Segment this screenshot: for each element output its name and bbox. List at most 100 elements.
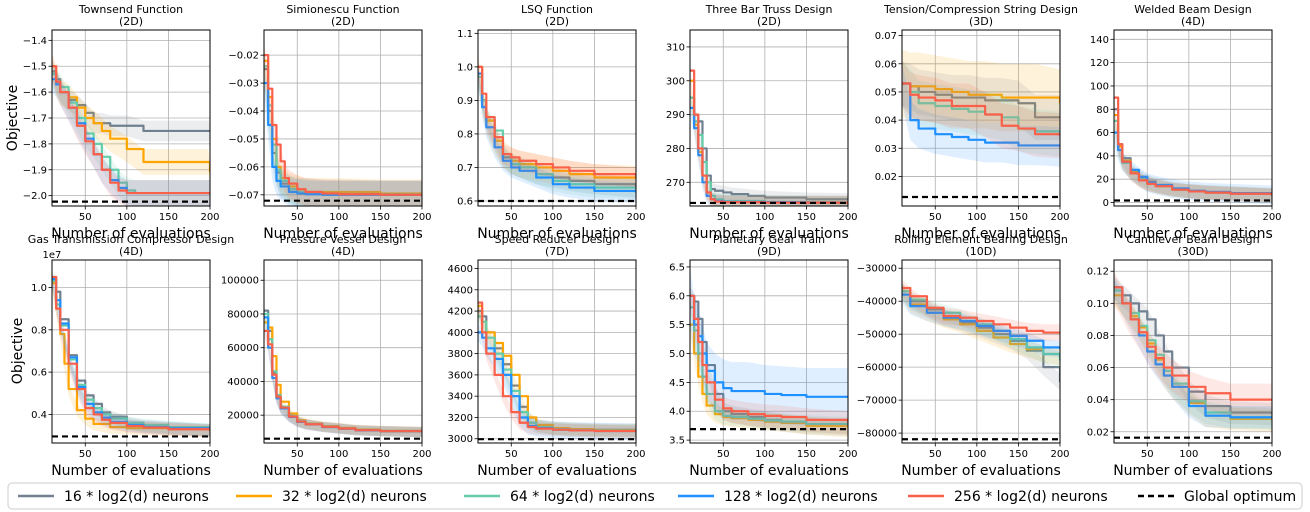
subplot-title: Pressure Vessel Design (280, 233, 407, 246)
band-s256 (902, 279, 1060, 341)
subplot-title: Simionescu Function (286, 3, 399, 16)
y-tick-label: 80 (1096, 105, 1109, 116)
x-tick-label: 50 (505, 449, 518, 460)
series-line-s256 (902, 286, 1060, 334)
x-axis-label: Number of evaluations (689, 463, 849, 479)
y-tick-label: −0.03 (228, 79, 259, 90)
subplot-4: 50 100 150 200 270 280 290 300 310 Three Bar Trus… (666, 3, 858, 242)
y-tick-label: 0.4 (31, 410, 47, 421)
y-tick-label: 60 (1096, 128, 1109, 139)
series-line-s256 (1114, 286, 1272, 401)
axes-frame (263, 259, 423, 444)
y-tick-label: 0.06 (875, 59, 897, 70)
x-tick-label: 100 (329, 212, 348, 223)
series-line-s64 (52, 72, 210, 195)
subplot-8: 50 100 150 200 20000 40000 60000 80000 100000 Pre… (221, 233, 432, 479)
y-tick-label: −0.04 (228, 107, 259, 118)
x-tick-label: 100 (329, 449, 348, 460)
band-s16 (264, 55, 422, 206)
band-s16 (52, 61, 210, 142)
subplot-subtitle: (2D) (757, 15, 781, 28)
band-s128 (902, 63, 1060, 167)
series-line-s256 (264, 54, 422, 196)
band-s64 (1114, 113, 1272, 203)
axes-frame (1113, 259, 1273, 444)
y-tick-label: 0.04 (875, 116, 897, 127)
y-tick-label: 80000 (227, 309, 259, 320)
subplot-5: 50 100 150 200 0.02 0.03 0.04 0.05 0.06 0.07 Tensi… (875, 3, 1078, 242)
series-line-s256 (690, 294, 848, 423)
legend-label-s128: 128 * log2(d) neurons (724, 489, 878, 505)
plot-area (478, 296, 636, 441)
y-tick-label: 0 (1103, 198, 1109, 209)
x-tick-label: 150 (797, 449, 816, 460)
y-tick-label: 1.0 (457, 62, 473, 73)
y-tick-label: −1.6 (23, 88, 47, 99)
subplot-title: Planetary Gear Train (713, 233, 825, 246)
y-tick-label: 0.02 (875, 172, 897, 183)
subplot-6: 50 100 150 200 0 20 40 60 80 100 120 140 Welded Beam… (1090, 3, 1282, 242)
band-s64 (52, 61, 210, 206)
y-tick-label: 0.6 (31, 368, 47, 379)
x-tick-label: 200 (412, 212, 431, 223)
y-tick-label: 100000 (221, 276, 259, 287)
y-tick-label: 3000 (448, 434, 473, 445)
series-line-s256 (264, 329, 422, 433)
band-s128 (690, 266, 848, 426)
y-tick-label: 4600 (448, 264, 473, 275)
band-s16 (690, 287, 848, 437)
x-axis-label: Number of evaluations (51, 226, 211, 242)
y-tick-label: −40000 (857, 297, 897, 308)
x-tick-label: 100 (117, 449, 136, 460)
band-s16 (902, 60, 1060, 140)
axes-frame (901, 29, 1061, 207)
y-tick-label: −0.02 (228, 51, 259, 62)
subplot-2: 50 100 150 200 −0.07 −0.06 −0.05 −0.04 −0.03 −0.0… (228, 3, 431, 242)
band-s64 (478, 310, 636, 438)
y-tick-label: 300 (666, 76, 685, 87)
y-tick-label: 120 (1090, 58, 1109, 69)
plot-area (902, 49, 1060, 199)
y-tick-label: 0.10 (1087, 299, 1109, 310)
x-tick-label: 100 (967, 449, 986, 460)
y-tick-label: 310 (666, 42, 685, 53)
x-tick-label: 50 (929, 449, 942, 460)
y-tick-label: 3.5 (669, 436, 685, 447)
subplot-title: Townsend Function (78, 3, 183, 16)
subplot-title: Rolling Element Bearing Design (894, 233, 1068, 246)
y-tick-label: −1.9 (23, 165, 47, 176)
series-line-s128 (902, 82, 1060, 147)
y-offset-label: 1e7 (43, 250, 62, 261)
y-tick-label: −70000 (857, 396, 897, 407)
x-tick-label: 50 (717, 449, 730, 460)
plot-area (52, 270, 210, 438)
plot-area (690, 266, 848, 438)
y-tick-label: 0.08 (1087, 331, 1109, 342)
band-s128 (478, 323, 636, 441)
axes-frame (477, 29, 637, 207)
series-line-s16 (1114, 286, 1272, 415)
x-tick-label: 50 (1141, 449, 1154, 460)
series-line-s256 (478, 65, 636, 178)
y-axis-label-bottom: Objective (10, 318, 26, 384)
series-line-s256 (52, 275, 210, 431)
y-tick-label: −0.06 (228, 162, 259, 173)
band-s64 (1114, 279, 1272, 431)
x-axis-label: Number of evaluations (1113, 463, 1273, 479)
subplot-title: Gas Transmission Compressor Design (28, 233, 234, 246)
subplot-subtitle: (3D) (969, 15, 993, 28)
y-tick-label: 1.0 (31, 283, 47, 294)
legend-label-optimum: Global optimum (1184, 489, 1296, 505)
x-tick-label: 200 (1262, 449, 1281, 460)
y-tick-label: −1.4 (23, 36, 47, 47)
plot-area (52, 53, 210, 206)
x-axis-label: Number of evaluations (689, 226, 849, 242)
series-line-s128 (478, 72, 636, 193)
x-tick-label: 100 (967, 212, 986, 223)
plot-area (1114, 90, 1272, 205)
subplot-subtitle: (10D) (965, 245, 996, 258)
series-line-s128 (264, 81, 422, 196)
x-tick-label: 150 (1009, 449, 1028, 460)
band-s256 (902, 60, 1060, 159)
band-s256 (264, 41, 422, 206)
